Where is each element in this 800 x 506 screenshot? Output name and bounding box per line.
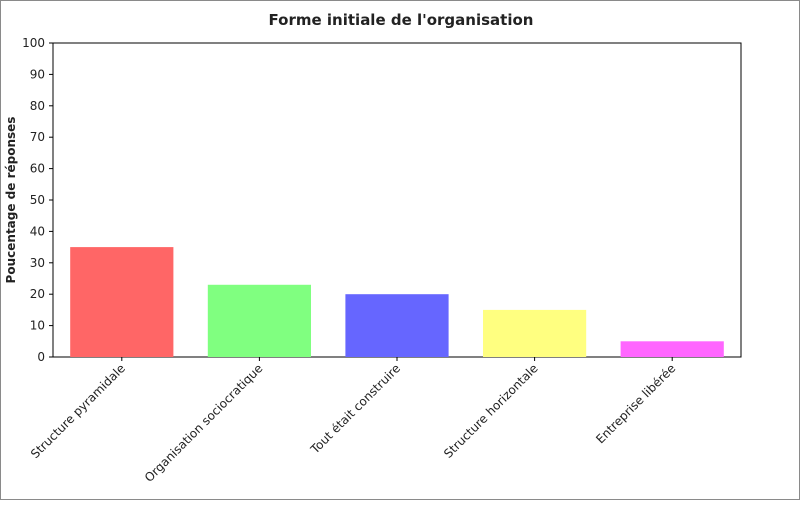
- x-tick-label: Structure pyramidale: [28, 361, 128, 461]
- x-tick-label: Organisation sociocratique: [142, 361, 266, 485]
- bar: [620, 341, 724, 357]
- y-tick-label: 30: [30, 256, 45, 270]
- bar: [345, 294, 449, 357]
- bar: [207, 284, 311, 357]
- y-tick-label: 70: [30, 130, 45, 144]
- y-tick-label: 20: [30, 287, 45, 301]
- y-tick-label: 80: [30, 99, 45, 113]
- bar: [70, 247, 174, 357]
- y-tick-label: 50: [30, 193, 45, 207]
- x-tick-label: Structure horizontale: [441, 361, 541, 461]
- y-axis-label: Poucentage de réponses: [4, 117, 18, 284]
- y-tick-label: 90: [30, 67, 45, 81]
- y-tick-label: 0: [37, 350, 45, 364]
- y-tick-label: 40: [30, 224, 45, 238]
- bar: [483, 309, 587, 357]
- y-tick-label: 60: [30, 162, 45, 176]
- y-tick-label: 10: [30, 319, 45, 333]
- x-tick-label: Entreprise libérée: [593, 361, 678, 446]
- bars: [70, 247, 724, 357]
- y-axis-ticks: 0 10 20 30 40 50 60 70 80 90 100: [22, 36, 53, 364]
- x-tick-label: Tout était construire: [307, 361, 403, 457]
- x-axis-ticks: Structure pyramidale Organisation sociocr…: [28, 357, 678, 485]
- chart-title: Forme initiale de l'organisation: [269, 11, 534, 29]
- y-tick-label: 100: [22, 36, 45, 50]
